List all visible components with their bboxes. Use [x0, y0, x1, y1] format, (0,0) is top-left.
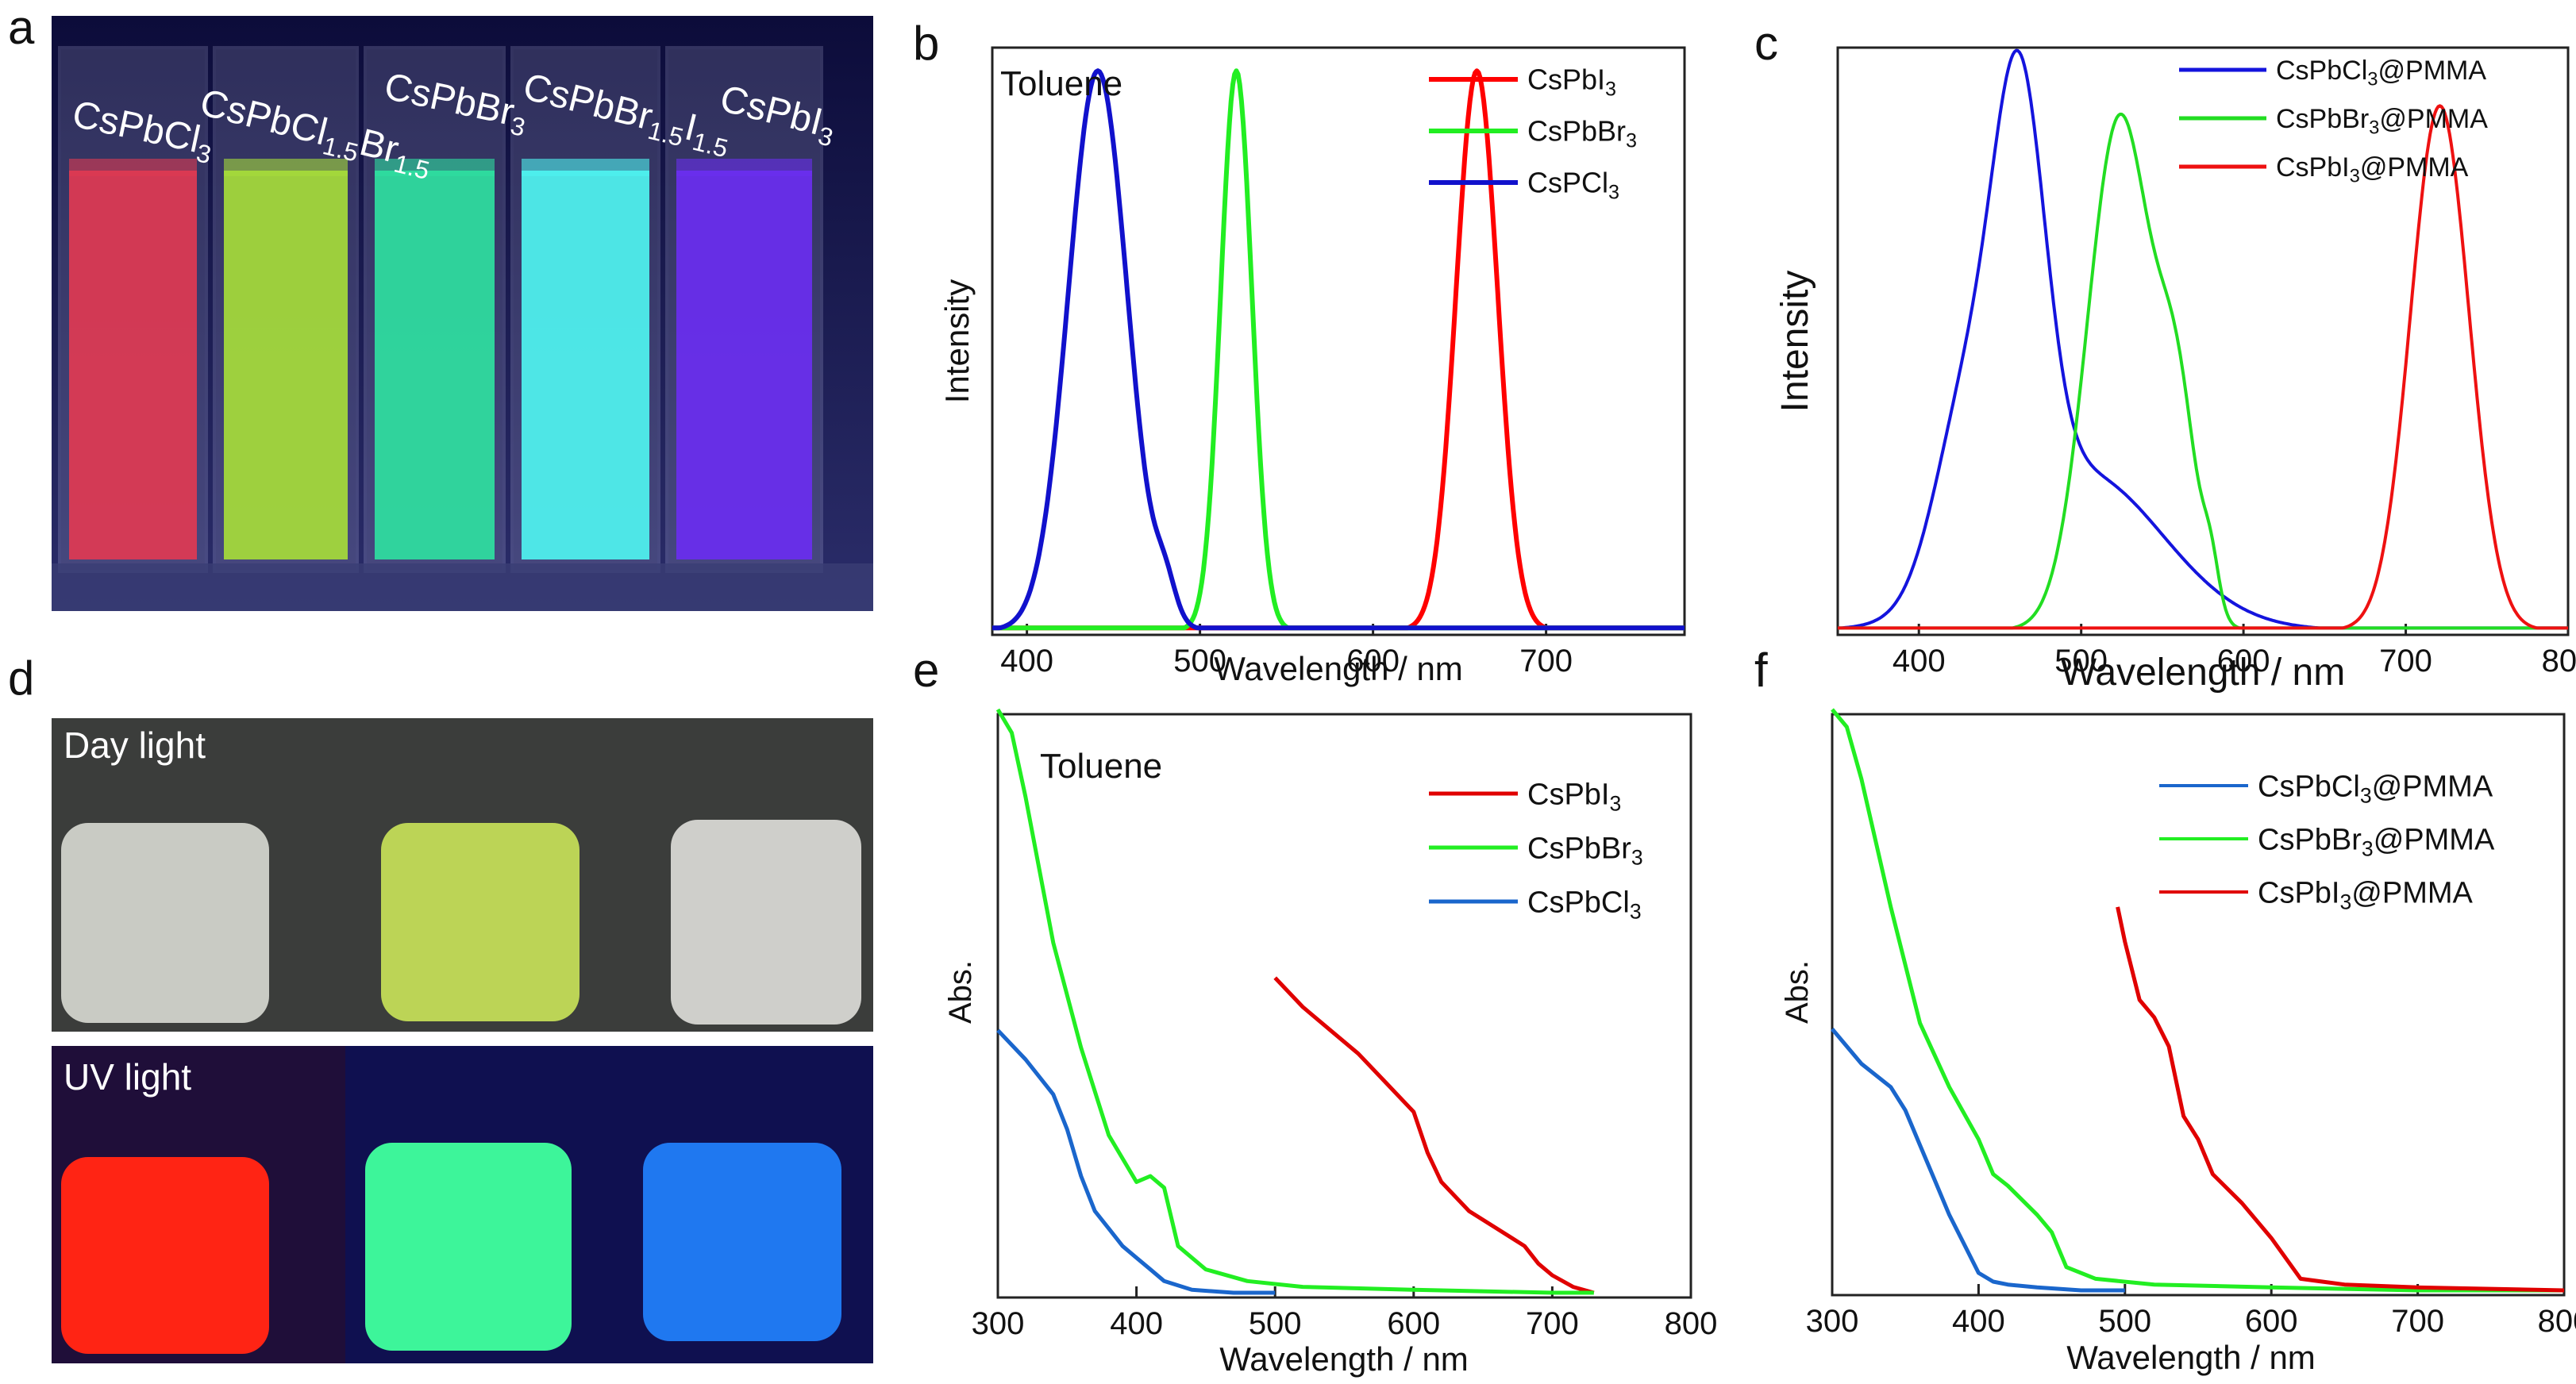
daylight-square-3	[671, 820, 861, 1025]
cuvette-photo-drawing	[52, 16, 873, 611]
chart-b-legend-label-1: CsPbI3	[1527, 63, 1616, 101]
chart-f-ylabel: Abs.	[1780, 960, 1815, 1024]
cuvette-1	[58, 46, 208, 573]
panel-letter-a: a	[8, 1, 35, 54]
chart-e-series-3	[996, 1028, 1276, 1295]
chart-f-xtick-label: 300	[1806, 1304, 1859, 1339]
chart-c-xtick-label: 500	[2054, 644, 2108, 679]
chart-c-series-1	[1838, 48, 2568, 630]
chart-e-xtick-label: 400	[1110, 1306, 1163, 1341]
chart-c-series-3	[1838, 104, 2568, 630]
panel-letter-b: b	[913, 17, 940, 70]
panel-letter-e: e	[913, 644, 940, 697]
chart-c-pl-pmma: 400 500 600 700 800 CsPbCl3@PMMA CsPbBr3@PMMA…	[1774, 46, 2576, 694]
chart-f-xtick-label: 400	[1952, 1304, 2005, 1339]
chart-c-legend-label-2: CsPbBr3@PMMA	[2276, 104, 2488, 138]
chart-f-series-2	[1831, 708, 2564, 1293]
daylight-square-1	[61, 823, 269, 1023]
chart-f-xtick-label: 800	[2538, 1304, 2576, 1339]
uv-square-2	[365, 1143, 572, 1351]
chart-e-series-2	[995, 708, 1594, 1295]
chart-e-series-1	[1273, 976, 1595, 1295]
cuvette-5	[665, 46, 823, 573]
chart-c-xtick-label: 800	[2542, 644, 2576, 679]
chart-f-legend-label-2: CsPbBr3@PMMA	[2258, 823, 2495, 860]
chart-e-legend-label-3: CsPbCl3	[1527, 886, 1642, 923]
chart-b-series-3	[992, 68, 1685, 631]
cuvette-2	[213, 46, 359, 573]
chart-b-xlabel: Wavelength / nm	[1214, 650, 1463, 687]
chart-c-legend-label-1: CsPbCl3@PMMA	[2276, 56, 2486, 90]
uv-square-3	[643, 1143, 841, 1341]
chart-f-xtick-label: 500	[2098, 1304, 2151, 1339]
chart-e-annotation: Toluene	[1040, 747, 1162, 786]
chart-e-xtick-label: 700	[1526, 1306, 1579, 1341]
chart-b-pl-toluene: 400 500 600 700 Toluene CsPbI3 CsPbBr3 CsPCl3…	[938, 46, 1686, 687]
chart-e-xtick-label: 800	[1665, 1306, 1718, 1341]
chart-c-xlabel: Wavelength / nm	[2061, 652, 2345, 694]
chart-e-legend-label-2: CsPbBr3	[1527, 832, 1643, 869]
cuvette-photo	[52, 16, 873, 611]
chart-b-legend-label-2: CsPbBr3	[1527, 115, 1637, 152]
chart-b-xtick-label: 600	[1346, 644, 1400, 679]
chart-e-abs-toluene: 300 400 500 600 700 800 Toluene CsPbI3 CsPbBr3…	[943, 708, 1718, 1378]
chart-b-xtick-label: 400	[1000, 644, 1053, 679]
daylight-square-2	[381, 823, 580, 1021]
chart-e-xtick-label: 300	[972, 1306, 1025, 1341]
daylight-drawing	[52, 718, 873, 1032]
chart-f-legend-label-3: CsPbI3@PMMA	[2258, 876, 2474, 913]
chart-f-legend-label-1: CsPbCl3@PMMA	[2258, 770, 2493, 807]
panel-letter-d: d	[8, 652, 35, 705]
chart-b-ylabel: Intensity	[938, 279, 976, 403]
uv-square-1	[61, 1157, 269, 1354]
chart-e-xtick-label: 500	[1249, 1306, 1302, 1341]
daylight-photo	[52, 718, 873, 1032]
panel-letter-c: c	[1754, 17, 1778, 70]
chart-f-series-1	[1831, 1027, 2125, 1293]
chart-c-legend-label-3: CsPbI3@PMMA	[2276, 152, 2469, 186]
chart-b-series-2	[992, 68, 1685, 631]
panel-letter-f: f	[1754, 644, 1768, 697]
chart-b-xtick-label: 500	[1173, 644, 1226, 679]
chart-e-legend-label-1: CsPbI3	[1527, 778, 1621, 815]
uvlight-photo	[52, 1046, 873, 1363]
uvlight-caption: UV light	[64, 1056, 192, 1098]
chart-e-xtick-label: 600	[1387, 1306, 1440, 1341]
chart-f-xtick-label: 600	[2245, 1304, 2298, 1339]
chart-c-xtick-label: 400	[1893, 644, 1946, 679]
chart-b-xtick-label: 700	[1519, 644, 1573, 679]
chart-f-xlabel: Wavelength / nm	[2066, 1339, 2316, 1376]
chart-c-xtick-label: 700	[2379, 644, 2432, 679]
chart-e-ylabel: Abs.	[943, 960, 978, 1024]
chart-b-annotation: Toluene	[1000, 64, 1122, 103]
chart-e-xlabel: Wavelength / nm	[1219, 1340, 1469, 1378]
uvlight-drawing	[52, 1046, 873, 1363]
chart-f-abs-pmma: 300 400 500 600 700 800 CsPbCl3@PMMA CsPbBr3@P…	[1780, 708, 2576, 1376]
chart-b-legend-label-3: CsPCl3	[1527, 167, 1619, 204]
chart-f-xtick-label: 700	[2391, 1304, 2444, 1339]
chart-f-series-3	[2116, 906, 2565, 1293]
chart-c-xtick-label: 600	[2217, 644, 2270, 679]
cuvette-4	[510, 46, 660, 573]
chart-c-ylabel: Intensity	[1774, 271, 1816, 413]
chart-b-series-1	[992, 68, 1685, 631]
daylight-caption: Day light	[64, 725, 206, 766]
